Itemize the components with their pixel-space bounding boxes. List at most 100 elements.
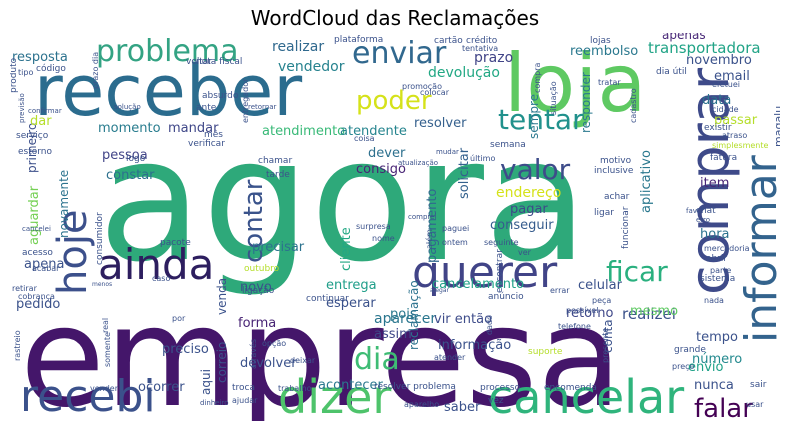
word-telefone: telefone xyxy=(558,322,591,331)
word-troca: troca xyxy=(232,383,255,393)
word-atraso: atraso xyxy=(722,131,747,140)
word-numero: número xyxy=(692,352,742,367)
word-precisar: precisar xyxy=(252,240,305,255)
word-consumidor: consumidor xyxy=(95,212,105,265)
word-mandar: mandar xyxy=(168,121,219,136)
word-nome: nome xyxy=(372,234,395,243)
word-prazo: prazo xyxy=(474,50,513,66)
word-cidade: cidade xyxy=(712,105,739,114)
word-agora: agora xyxy=(98,102,588,300)
word-suporte: suporte xyxy=(528,347,563,357)
word-dia-util: dia útil xyxy=(656,67,687,77)
word-presente: presente xyxy=(601,328,610,363)
word-servico: serviço xyxy=(16,131,49,141)
word-cadastro: cadastro xyxy=(629,88,638,123)
word-ainda: ainda xyxy=(98,240,214,289)
word-favor: favor xyxy=(686,207,704,215)
word-pagar: pagar xyxy=(510,202,548,217)
word-resolver: resolver xyxy=(414,116,467,131)
word-efetuei: efetuei xyxy=(712,80,740,89)
word-acabar: acabar xyxy=(32,264,60,273)
word-promocao: promoção xyxy=(402,82,442,91)
word-mercadoria: mercadoria xyxy=(704,244,750,253)
word-apena: apena xyxy=(24,257,64,272)
word-deixar: deixar xyxy=(290,356,316,365)
word-mudar: mudar xyxy=(436,148,459,156)
word-novembro: novembro xyxy=(686,53,752,68)
word-cobranca: cobrança xyxy=(18,292,55,301)
word-reembolso: reembolso xyxy=(570,44,638,59)
word-aplicativo: aplicativo xyxy=(639,150,654,213)
word-celular: celular xyxy=(578,278,623,293)
word-caso: caso xyxy=(152,274,170,283)
word-coisa: coisa xyxy=(354,134,375,143)
word-seguinte: seguinte xyxy=(484,238,519,247)
word-valor: valor xyxy=(500,153,571,186)
word-hora: hora xyxy=(700,227,730,242)
word-apenas: apenas xyxy=(662,33,706,42)
word-pagamento: pagamento xyxy=(425,189,440,263)
word-devolver: devolver xyxy=(240,356,297,371)
page-title: WordCloud das Reclamações xyxy=(250,6,540,30)
word-tratar: tratar xyxy=(598,78,621,87)
word-nunca: nunca xyxy=(694,378,734,393)
word-tentativa: tentativa xyxy=(462,44,498,53)
word-falar: falar xyxy=(694,394,753,421)
word-motivo: motivo xyxy=(600,156,632,166)
word-solicitar: solicitar xyxy=(457,147,472,199)
word-magalu: magalu xyxy=(772,106,780,147)
word-processo: processo xyxy=(480,383,521,393)
word-peca: peça xyxy=(592,296,611,305)
word-parte: parte xyxy=(710,266,731,275)
word-preciso: preciso xyxy=(162,342,209,357)
word-empresa: empresa xyxy=(20,277,622,421)
word-cartao: cartão xyxy=(434,36,463,46)
word-anuncio: anúncio xyxy=(488,292,524,302)
word-transportadora: transportadora xyxy=(648,39,761,57)
word-pacote: pacote xyxy=(160,238,191,248)
word-responder: responder xyxy=(579,72,593,133)
word-ligacao: ligação xyxy=(242,286,275,296)
word-esperar: esperar xyxy=(326,296,376,311)
word-cancelei: cancelei xyxy=(22,225,51,233)
word-aguardar: aguardar xyxy=(27,185,42,245)
word-querer: querer xyxy=(412,247,558,298)
word-tempo: tempo xyxy=(696,330,738,345)
word-dinheiro: dinheiro xyxy=(200,399,229,407)
word-ficar: ficar xyxy=(606,255,668,288)
word-outubro: outubro xyxy=(244,264,280,274)
word-rastreio: rastreio xyxy=(13,330,22,361)
word-pois: pois xyxy=(390,307,417,322)
word-retornar: retornar xyxy=(248,103,277,111)
word-absurdo: absurdo xyxy=(202,91,239,101)
word-realizei: realizei xyxy=(622,305,676,323)
word-dia: dia xyxy=(354,342,400,377)
word-existir: existir xyxy=(704,123,732,133)
word-grande: grande xyxy=(674,345,706,355)
word-funcionar: funcionar xyxy=(621,206,631,249)
word-comprei: comprei xyxy=(408,213,436,221)
word-retorno: retorno xyxy=(566,306,613,321)
word-comprar: comprar xyxy=(678,67,741,295)
word-entrega: entrega xyxy=(326,278,377,293)
word-aqui: aqui xyxy=(199,369,213,395)
word-ligar: ligar xyxy=(594,208,614,218)
word-poder: poder xyxy=(356,86,432,116)
word-endereco: endereço xyxy=(496,185,561,201)
word-conseguir: conseguir xyxy=(490,218,554,233)
word-possivel: possível xyxy=(566,306,598,315)
word-resolver-problema: resolver problema xyxy=(374,382,456,392)
word-atender: atender xyxy=(434,353,466,362)
word-item: item xyxy=(700,176,729,191)
word-cloud: agora empresa receber loja comprar informar ca… xyxy=(10,33,780,421)
word-cliente: cliente xyxy=(339,227,354,271)
word-produto: produto xyxy=(10,57,19,93)
word-sair: sair xyxy=(750,380,767,390)
word-compra: compra xyxy=(533,63,542,93)
word-vendedor: vendedor xyxy=(278,59,345,75)
word-encomenda: encomenda xyxy=(544,383,597,393)
word-fatura: fatura xyxy=(710,153,737,163)
word-enviar: enviar xyxy=(352,36,447,71)
